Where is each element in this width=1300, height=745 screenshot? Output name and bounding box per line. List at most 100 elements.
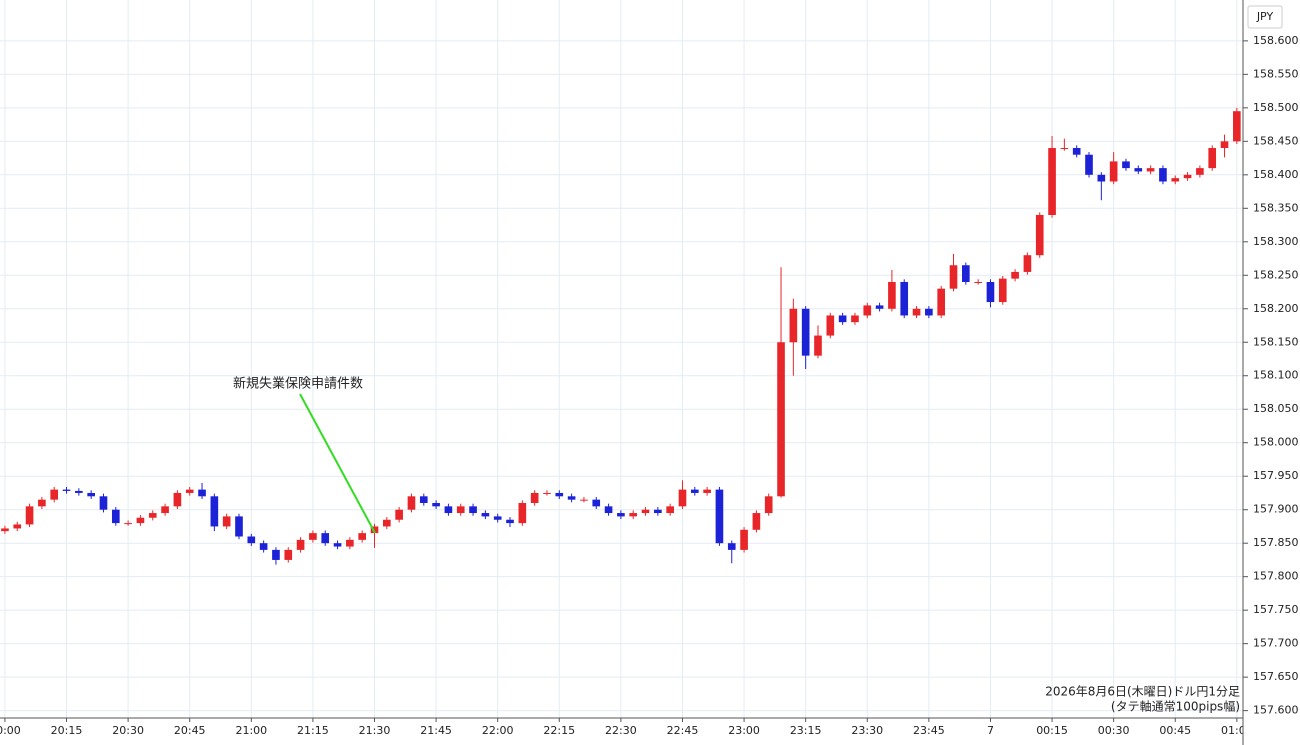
candle-body: [1060, 148, 1069, 150]
candle-body: [986, 281, 995, 303]
candle-body: [801, 308, 810, 356]
candle-body: [99, 496, 108, 510]
x-tick-label: 23:45: [913, 724, 945, 737]
candle-body: [432, 503, 440, 507]
candle-body: [974, 281, 982, 283]
x-tick-label: 20:45: [174, 724, 206, 737]
candle-body: [1146, 168, 1155, 172]
y-tick-label: 158.400: [1253, 168, 1299, 181]
x-tick-label: 21:45: [420, 724, 452, 737]
y-tick-label: 158.600: [1253, 34, 1299, 47]
candle-body: [1183, 174, 1192, 179]
y-tick-label: 158.300: [1253, 235, 1299, 248]
y-tick-label: 158.150: [1253, 335, 1299, 348]
x-tick-label: 20:30: [112, 724, 144, 737]
candle-body: [629, 513, 638, 517]
y-tick-label: 158.450: [1253, 134, 1299, 147]
candle-body: [900, 281, 909, 316]
currency-box: [1247, 5, 1283, 29]
candle-body: [1011, 271, 1019, 279]
candle-body: [481, 513, 490, 517]
currency-label: JPY: [1256, 10, 1274, 23]
candle-body: [1109, 161, 1118, 182]
x-tick-label: 00:45: [1159, 724, 1191, 737]
x-tick-label: 22:30: [605, 724, 637, 737]
y-tick-label: 157.950: [1253, 469, 1299, 482]
y-tick-label: 158.550: [1253, 67, 1299, 80]
candle-body: [38, 499, 46, 507]
candle-body: [333, 543, 342, 547]
candle-body: [1085, 154, 1093, 175]
candle-body: [1122, 161, 1130, 169]
candle-body: [13, 524, 22, 529]
x-tick-label: 20:15: [51, 724, 83, 737]
candle-body: [469, 506, 477, 514]
candle-body: [567, 496, 576, 500]
candle-body: [407, 496, 416, 510]
candle-body: [235, 516, 243, 537]
candle-body: [727, 543, 736, 550]
candle-body: [1, 528, 9, 532]
candle-body: [346, 539, 354, 547]
x-tick-label: 00:30: [1098, 724, 1130, 737]
candle-body: [222, 516, 231, 527]
candle-body: [198, 489, 206, 497]
candle-body: [75, 490, 83, 493]
candle-body: [444, 506, 453, 514]
annotation-label: 新規失業保険申請件数: [233, 376, 363, 392]
price-panel: [1243, 0, 1300, 745]
x-tick-label: 22:00: [482, 724, 514, 737]
x-tick-label: 21:15: [297, 724, 329, 737]
y-tick-label: 158.250: [1253, 268, 1299, 281]
candle-body: [185, 489, 194, 493]
y-tick-label: 158.000: [1253, 436, 1299, 449]
candle-body: [715, 489, 724, 544]
candle-body: [210, 496, 219, 527]
candle-body: [666, 506, 674, 514]
candle-body: [87, 492, 95, 497]
candle-body: [161, 506, 169, 514]
candle-body: [506, 519, 514, 524]
candle-body: [370, 526, 379, 534]
candle-body: [580, 499, 588, 501]
y-tick-label: 158.100: [1253, 369, 1299, 382]
x-tick-label: 23:15: [790, 724, 822, 737]
x-tick-label: 21:30: [359, 724, 391, 737]
annotation-line: [299, 393, 376, 534]
y-tick-label: 157.700: [1253, 637, 1299, 650]
y-tick-label: 157.900: [1253, 503, 1299, 516]
candle-body: [1171, 178, 1180, 182]
candle-body: [764, 496, 773, 514]
candle-body: [949, 265, 958, 289]
candle-body: [912, 308, 921, 316]
candle-body: [1208, 148, 1217, 169]
candle-body: [1035, 214, 1044, 256]
footnote: 2026年8月6日(木曜日)ドル円1分足: [1045, 685, 1240, 699]
candle-body: [1233, 111, 1241, 142]
candle-body: [1196, 168, 1204, 175]
candle-body: [998, 278, 1007, 303]
y-tick-label: 157.650: [1253, 670, 1299, 683]
candle-body: [1023, 255, 1032, 272]
candle-body: [284, 549, 293, 560]
x-tick-label: 23:00: [728, 724, 760, 737]
candle-body: [173, 492, 182, 507]
candle-body: [309, 533, 317, 540]
candle-body: [1134, 168, 1143, 172]
x-tick-label: 21:00: [235, 724, 267, 737]
candle-body: [272, 549, 280, 560]
x-tick-label: 00:15: [1036, 724, 1068, 737]
candle-body: [555, 492, 564, 497]
x-tick-label: 7: [987, 724, 994, 737]
y-tick-label: 158.050: [1253, 402, 1299, 415]
candle-body: [148, 513, 157, 518]
candle-body: [543, 492, 551, 494]
candle-body: [62, 489, 71, 491]
candle-body: [25, 506, 34, 525]
candle-body: [654, 509, 662, 514]
candle-body: [395, 509, 403, 520]
candle-body: [690, 489, 699, 493]
y-tick-label: 157.750: [1253, 603, 1299, 616]
candle-body: [962, 265, 970, 282]
candle-body: [937, 288, 946, 316]
